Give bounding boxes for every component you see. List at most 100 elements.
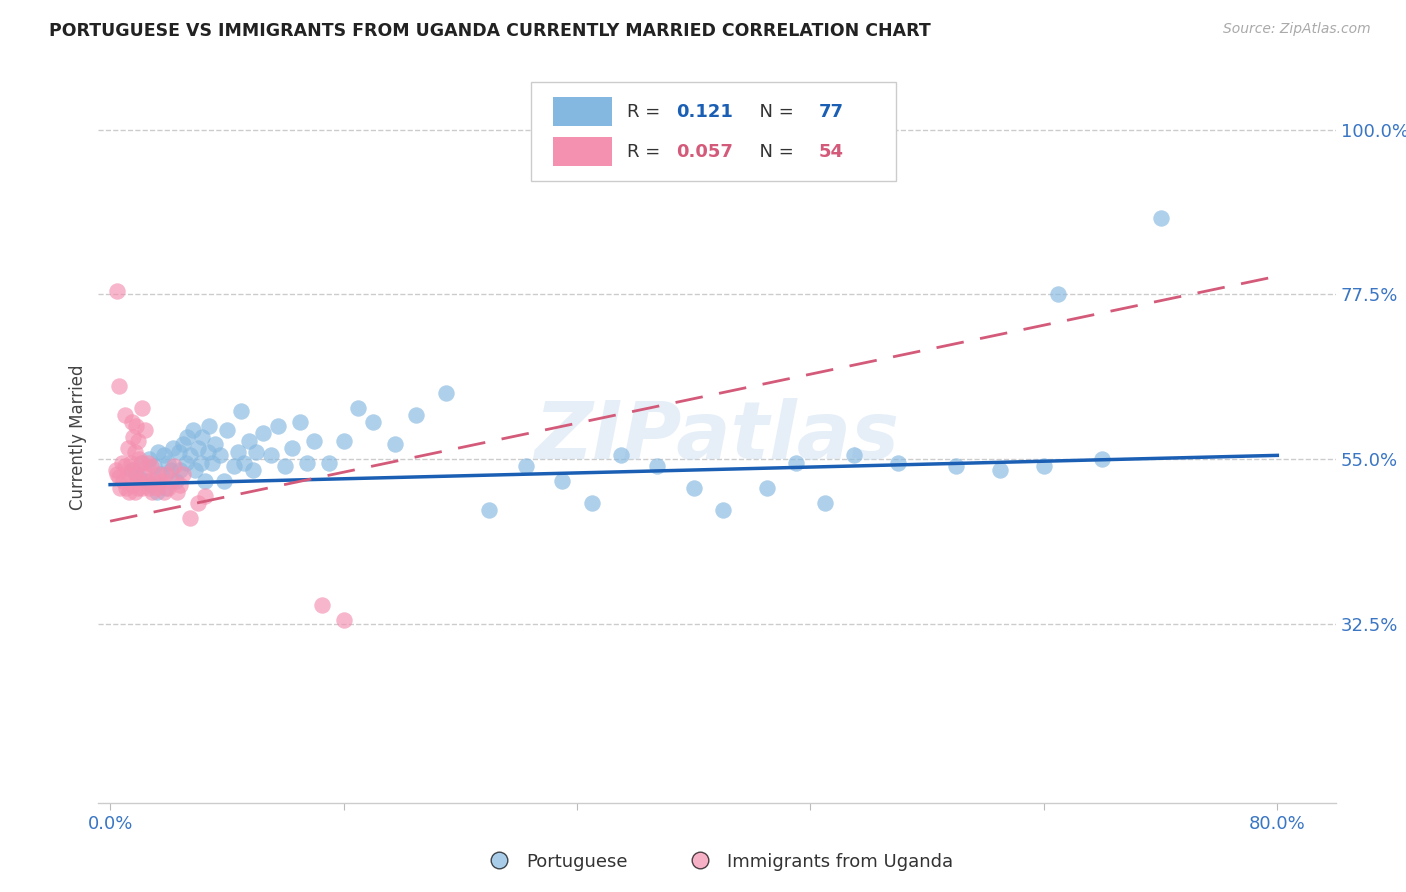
- Point: [114, 408, 136, 422]
- Point: [187, 496, 209, 510]
- Point: [136, 456, 159, 470]
- Point: [128, 474, 150, 488]
- Bar: [553, 97, 612, 127]
- Point: [288, 416, 311, 430]
- Point: [155, 481, 177, 495]
- Point: [139, 459, 162, 474]
- Point: [1091, 452, 1114, 467]
- Point: [187, 441, 209, 455]
- Point: [347, 401, 370, 415]
- Point: [142, 474, 165, 488]
- Point: [785, 456, 807, 470]
- Point: [179, 448, 201, 462]
- Point: [125, 419, 148, 434]
- Point: [259, 448, 281, 462]
- Point: [361, 416, 384, 430]
- Point: [198, 419, 221, 434]
- Point: [135, 474, 157, 488]
- Point: [142, 459, 165, 474]
- Y-axis label: Currently Married: Currently Married: [69, 364, 87, 510]
- Point: [194, 489, 217, 503]
- Point: [160, 463, 183, 477]
- Point: [887, 456, 910, 470]
- Point: [181, 423, 204, 437]
- Point: [228, 444, 250, 458]
- Point: [172, 467, 194, 481]
- Point: [190, 456, 212, 470]
- Point: [179, 510, 201, 524]
- Point: [121, 416, 143, 430]
- Point: [108, 379, 131, 393]
- Point: [1032, 459, 1054, 474]
- Point: [295, 456, 318, 470]
- Point: [242, 463, 264, 477]
- Point: [267, 419, 290, 434]
- Point: [146, 481, 169, 495]
- Text: N =: N =: [748, 103, 800, 120]
- Point: [127, 434, 149, 448]
- Point: [104, 463, 127, 477]
- Point: [165, 474, 187, 488]
- Text: PORTUGUESE VS IMMIGRANTS FROM UGANDA CURRENTLY MARRIED CORRELATION CHART: PORTUGUESE VS IMMIGRANTS FROM UGANDA CUR…: [49, 22, 931, 40]
- Point: [814, 496, 837, 510]
- Point: [332, 613, 354, 627]
- Point: [150, 474, 173, 488]
- Point: [135, 474, 157, 488]
- Point: [174, 456, 197, 470]
- Point: [128, 452, 150, 467]
- Bar: [553, 137, 612, 167]
- Point: [117, 441, 139, 455]
- Point: [1047, 287, 1070, 301]
- Point: [645, 459, 668, 474]
- Point: [124, 444, 146, 458]
- Point: [478, 503, 501, 517]
- Point: [238, 434, 260, 448]
- Point: [245, 444, 267, 458]
- Point: [139, 477, 162, 491]
- Point: [201, 456, 224, 470]
- Point: [755, 481, 778, 495]
- Text: 54: 54: [818, 143, 844, 161]
- Point: [121, 477, 143, 491]
- Point: [169, 477, 191, 491]
- Point: [274, 459, 297, 474]
- Point: [711, 503, 734, 517]
- Point: [146, 485, 169, 500]
- FancyBboxPatch shape: [531, 82, 897, 181]
- Point: [194, 474, 217, 488]
- Point: [155, 467, 177, 481]
- Point: [150, 467, 173, 481]
- Point: [318, 456, 340, 470]
- Text: 77: 77: [818, 103, 844, 120]
- Point: [208, 448, 231, 462]
- Point: [134, 467, 156, 481]
- Point: [127, 481, 149, 495]
- Point: [128, 470, 150, 484]
- Legend: Portuguese, Immigrants from Uganda: Portuguese, Immigrants from Uganda: [474, 846, 960, 878]
- Text: N =: N =: [748, 143, 800, 161]
- Point: [169, 463, 191, 477]
- Point: [121, 463, 143, 477]
- Text: R =: R =: [627, 143, 665, 161]
- Point: [231, 404, 253, 418]
- Point: [124, 485, 146, 500]
- Point: [131, 481, 153, 495]
- Point: [125, 467, 148, 481]
- Point: [304, 434, 326, 448]
- Point: [122, 463, 145, 477]
- Point: [138, 452, 160, 467]
- Point: [153, 485, 176, 500]
- Point: [212, 474, 235, 488]
- Text: 0.057: 0.057: [676, 143, 733, 161]
- Point: [405, 408, 427, 422]
- Point: [120, 456, 142, 470]
- Point: [117, 467, 139, 481]
- Point: [111, 456, 134, 470]
- Text: ZIPatlas: ZIPatlas: [534, 398, 900, 476]
- Point: [610, 448, 633, 462]
- Point: [233, 456, 256, 470]
- Text: 0.121: 0.121: [676, 103, 733, 120]
- Point: [332, 434, 354, 448]
- Point: [105, 467, 128, 481]
- Point: [108, 470, 131, 484]
